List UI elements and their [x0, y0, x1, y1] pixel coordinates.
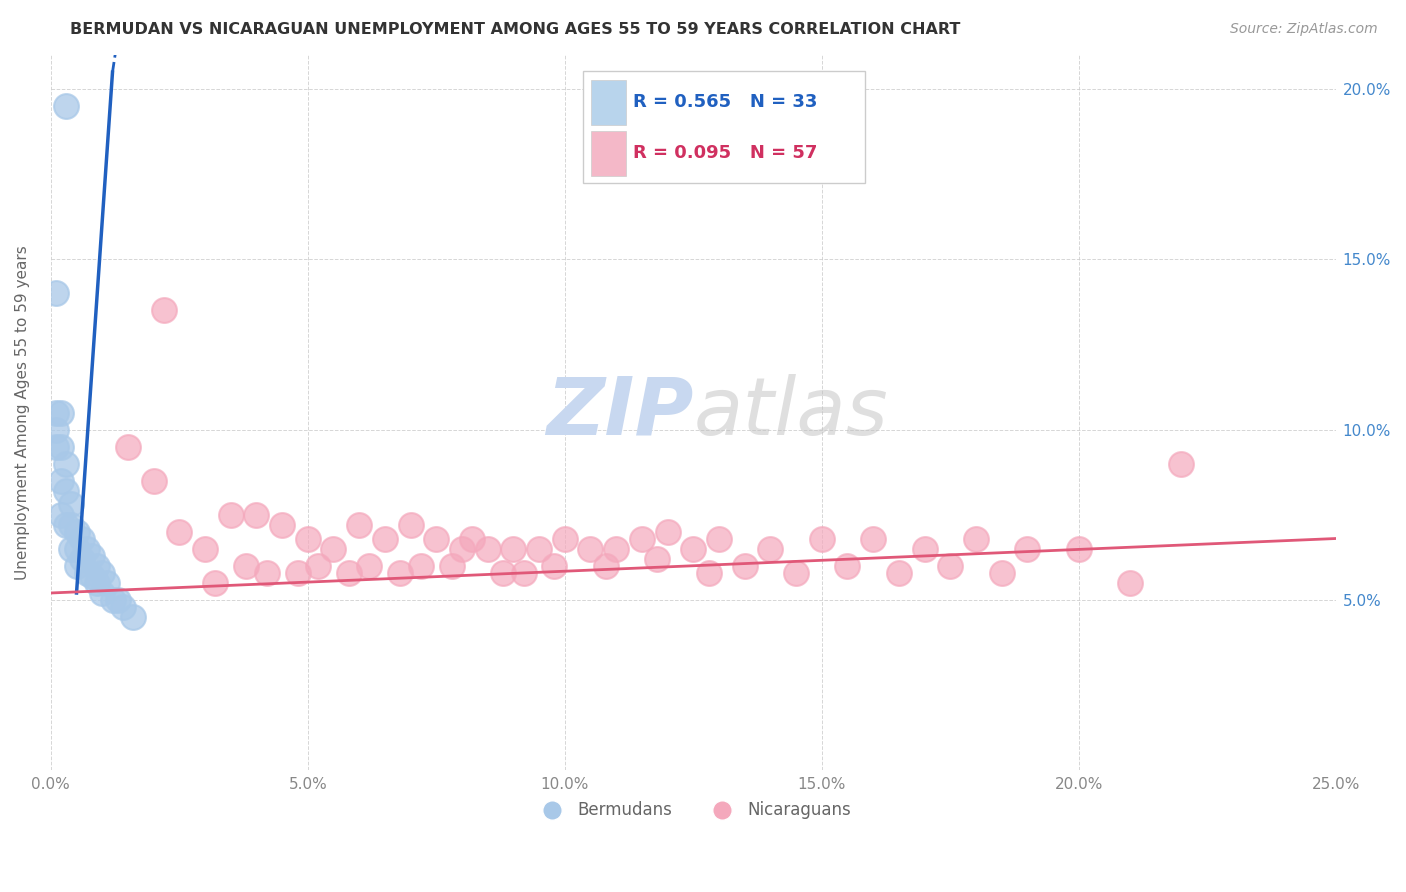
Text: Source: ZipAtlas.com: Source: ZipAtlas.com [1230, 22, 1378, 37]
Point [914, 541, 936, 556]
Point [631, 532, 654, 546]
Point [399, 517, 422, 532]
Point [887, 566, 910, 580]
Point [682, 541, 704, 556]
Text: BERMUDAN VS NICARAGUAN UNEMPLOYMENT AMONG AGES 55 TO 59 YEARS CORRELATION CHART: BERMUDAN VS NICARAGUAN UNEMPLOYMENT AMON… [70, 22, 960, 37]
Point [1119, 575, 1142, 590]
Point [1067, 541, 1090, 556]
Point [502, 541, 524, 556]
Point [245, 508, 267, 522]
Point [65, 558, 87, 573]
Point [101, 592, 124, 607]
Point [605, 541, 627, 556]
Point [235, 558, 257, 573]
Point [374, 532, 396, 546]
Point [142, 474, 165, 488]
Point [194, 541, 217, 556]
Point [359, 558, 381, 573]
Point [256, 566, 278, 580]
Point [65, 541, 87, 556]
Point [219, 508, 242, 522]
Point [96, 575, 118, 590]
Point [45, 406, 67, 420]
Point [60, 498, 83, 512]
Text: ZIP: ZIP [546, 374, 693, 451]
Point [759, 541, 782, 556]
Text: R = 0.095   N = 57: R = 0.095 N = 57 [633, 145, 817, 162]
Point [492, 566, 515, 580]
Text: R = 0.565   N = 33: R = 0.565 N = 33 [633, 93, 817, 111]
Point [477, 541, 499, 556]
Point [86, 575, 108, 590]
Point [55, 517, 77, 532]
Point [45, 286, 67, 301]
Point [55, 457, 77, 471]
Point [707, 532, 730, 546]
Point [697, 566, 720, 580]
Point [554, 532, 576, 546]
Point [543, 558, 565, 573]
Point [117, 440, 139, 454]
Point [122, 609, 145, 624]
Point [862, 532, 884, 546]
Point [86, 558, 108, 573]
Point [204, 575, 226, 590]
Point [49, 440, 72, 454]
Point [297, 532, 319, 546]
Point [76, 566, 98, 580]
Point [939, 558, 962, 573]
Point [579, 541, 602, 556]
Point [80, 569, 103, 583]
Point [512, 566, 534, 580]
Point [347, 517, 370, 532]
Point [425, 532, 447, 546]
Point [169, 524, 191, 539]
Point [595, 558, 617, 573]
Point [49, 508, 72, 522]
Point [1017, 541, 1039, 556]
Point [91, 566, 114, 580]
Point [965, 532, 987, 546]
Point [153, 303, 176, 318]
Point [409, 558, 432, 573]
Point [80, 549, 103, 563]
Point [60, 541, 83, 556]
Point [45, 440, 67, 454]
Point [307, 558, 329, 573]
Text: atlas: atlas [693, 374, 889, 451]
Point [1170, 457, 1192, 471]
Point [65, 524, 87, 539]
Point [271, 517, 294, 532]
Point [990, 566, 1012, 580]
Point [107, 592, 129, 607]
Point [837, 558, 859, 573]
Point [70, 552, 93, 566]
Point [451, 541, 474, 556]
Legend: Bermudans, Nicaraguans: Bermudans, Nicaraguans [529, 795, 858, 826]
Point [527, 541, 550, 556]
Point [440, 558, 463, 573]
Point [60, 517, 83, 532]
Y-axis label: Unemployment Among Ages 55 to 59 years: Unemployment Among Ages 55 to 59 years [15, 245, 30, 580]
Point [322, 541, 344, 556]
Point [55, 99, 77, 113]
Point [49, 406, 72, 420]
Point [810, 532, 832, 546]
Point [645, 552, 668, 566]
Point [91, 586, 114, 600]
Point [337, 566, 360, 580]
Point [45, 423, 67, 437]
Point [49, 474, 72, 488]
Point [389, 566, 412, 580]
Point [111, 599, 134, 614]
Point [657, 524, 679, 539]
Point [70, 532, 93, 546]
Point [76, 541, 98, 556]
Point [55, 483, 77, 498]
Point [461, 532, 484, 546]
Point [287, 566, 309, 580]
Point [734, 558, 756, 573]
Point [785, 566, 807, 580]
